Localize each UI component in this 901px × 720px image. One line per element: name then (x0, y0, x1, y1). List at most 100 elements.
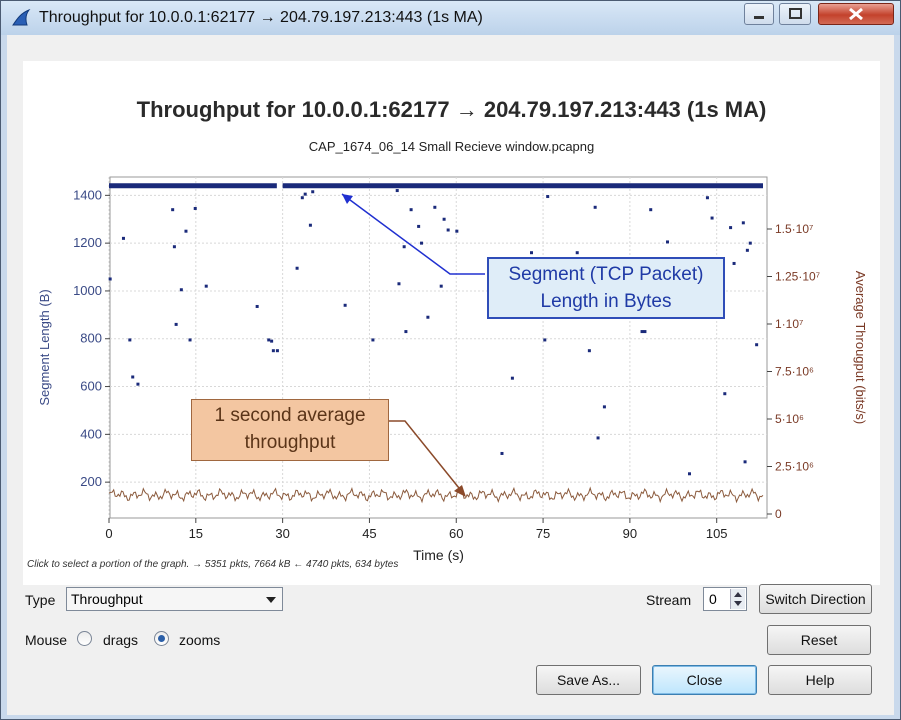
y-tick-label: 400 (80, 426, 102, 441)
segment-point (204, 284, 208, 288)
x-tick-label: 45 (362, 526, 376, 541)
segment-point (745, 248, 749, 252)
segment-point (343, 303, 347, 307)
mouse-label: Mouse (25, 632, 68, 648)
segment-point (308, 223, 312, 227)
segment-point (270, 339, 274, 343)
drags-radio[interactable] (77, 631, 92, 646)
throughput-chart[interactable]: 0 15 30 45 60 75 90 105 200 400 600 800 1000 1200 1400… (23, 61, 880, 585)
segment-point (397, 282, 401, 286)
segment-callout-line1: Segment (TCP Packet) (508, 264, 704, 285)
segment-point (643, 330, 647, 334)
segment-point (748, 241, 752, 245)
segment-point (420, 241, 424, 245)
y2-tick-label: 1·10⁷ (775, 317, 803, 331)
x-tick-label: 60 (449, 526, 463, 541)
help-button[interactable]: Help (768, 665, 872, 695)
segment-point (300, 196, 304, 200)
y2-axis-title: Average Througput (bits/s) (853, 271, 868, 424)
segment-point (593, 205, 597, 209)
type-select-value: Throughput (71, 591, 143, 607)
close-icon (849, 7, 863, 21)
wireshark-fin-icon (12, 9, 31, 26)
segment-point (455, 229, 459, 233)
throughput-line (108, 486, 764, 504)
y-tick-label: 200 (80, 474, 102, 489)
window-title: Throughput for 10.0.0.1:62177 → 204.79.1… (39, 9, 483, 26)
reset-button[interactable]: Reset (767, 625, 871, 655)
stream-stepper[interactable] (730, 589, 745, 609)
stream-spinbox[interactable]: 0 (703, 587, 747, 611)
plot-frame (109, 176, 768, 519)
segment-point (188, 338, 192, 342)
type-label: Type (25, 592, 56, 608)
segment-callout-line2: Length in Bytes (540, 291, 672, 312)
segment-point (136, 382, 140, 386)
y-tick-label: 1000 (73, 283, 102, 298)
segment-point (128, 338, 132, 342)
segment-arrow (341, 193, 485, 275)
avg-arrowhead (454, 485, 466, 497)
type-select[interactable]: Throughput (66, 587, 283, 611)
minimize-button[interactable] (744, 3, 774, 25)
segment-point (172, 245, 176, 249)
dialog-body: Throughput for 10.0.0.1:62177 → 204.79.1… (7, 35, 894, 715)
plot-area[interactable]: Throughput for 10.0.0.1:62177 → 204.79.1… (23, 61, 880, 585)
arrow-down-icon[interactable] (734, 601, 742, 606)
segment-point (171, 208, 175, 212)
segment-point (417, 224, 421, 228)
arrow-up-icon[interactable] (734, 592, 742, 597)
segment-point (743, 460, 747, 464)
average-throughput-callout: 1 second average throughput (191, 399, 389, 461)
minimize-icon (754, 16, 764, 19)
segment-point (433, 205, 437, 209)
x-tick-label: 0 (105, 526, 112, 541)
segment-point (395, 189, 399, 193)
y-axis-title: Segment Length (B) (37, 289, 52, 405)
zooms-radio[interactable] (154, 631, 169, 646)
y2-tick-label: 5·10⁶ (775, 412, 804, 426)
segment-point (409, 208, 413, 212)
zooms-label[interactable]: zooms (179, 632, 221, 648)
close-button[interactable]: Close (652, 665, 757, 695)
y-tick-label: 600 (80, 379, 102, 394)
segment-point (602, 405, 606, 409)
segment-point (732, 261, 736, 265)
save-as-button[interactable]: Save As... (536, 665, 641, 695)
chart-subtitle: CAP_1674_06_14 Small Recieve window.pcap… (308, 139, 595, 154)
maximize-icon (789, 8, 802, 19)
segment-point (179, 288, 183, 292)
segment-point (575, 251, 579, 255)
segment-point (402, 245, 406, 249)
x-tick-label: 15 (189, 526, 203, 541)
segment-point (640, 330, 644, 334)
segment-point (174, 322, 178, 326)
stream-value: 0 (709, 591, 717, 607)
status-hint: Click to select a portion of the graph. … (27, 559, 399, 570)
segment-arrowhead (342, 194, 353, 204)
segment-point (271, 349, 275, 353)
avg-callout-line1: 1 second average (214, 405, 366, 426)
drags-label[interactable]: drags (103, 632, 139, 648)
segment-point (729, 226, 733, 230)
segment-point (705, 196, 709, 200)
y2-tick-label: 0 (775, 507, 782, 521)
segment-point (275, 349, 279, 353)
switch-direction-button[interactable]: Switch Direction (759, 584, 872, 614)
chevron-down-icon (266, 597, 276, 603)
maximize-button[interactable] (779, 3, 811, 25)
title-bar[interactable]: Throughput for 10.0.0.1:62177 → 204.79.1… (1, 1, 900, 35)
y2-tick-label: 1.25·10⁷ (775, 270, 820, 284)
stream-label: Stream (646, 592, 692, 608)
segment-point (439, 284, 443, 288)
x-tick-label: 75 (536, 526, 550, 541)
segment-point (587, 349, 591, 353)
x-tick-label: 105 (706, 526, 728, 541)
segment-point (184, 229, 188, 233)
segment-point (500, 451, 504, 455)
segment-point (267, 338, 271, 342)
close-window-button[interactable] (818, 3, 894, 25)
chart-title: Throughput for 10.0.0.1:62177 → 204.79.1… (136, 97, 767, 122)
segment-point (255, 304, 259, 308)
segment-point (446, 228, 450, 232)
